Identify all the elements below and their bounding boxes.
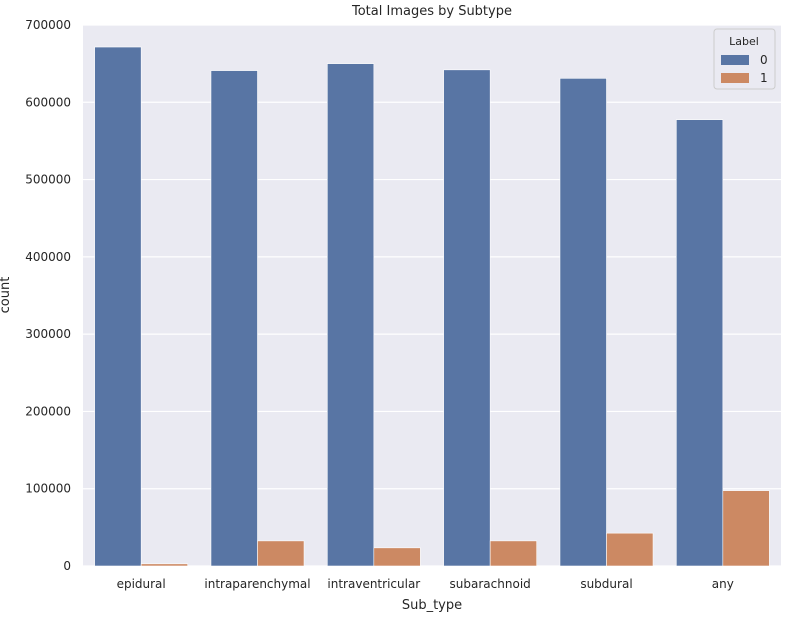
bar-subdural-label-0 (559, 78, 607, 567)
bar-subdural-label-1 (606, 532, 654, 567)
gridlines (83, 24, 781, 567)
x-tick-label: epidural (117, 577, 166, 591)
x-axis-label: Sub_type (402, 598, 462, 613)
y-tick-label: 500000 (25, 173, 71, 187)
legend-label-0: 0 (760, 53, 768, 67)
legend-swatch-0 (721, 55, 749, 65)
y-tick-label: 700000 (25, 18, 71, 32)
bar-subarachnoid-label-1 (489, 540, 537, 567)
x-tick-labels: epidural intraparenchymal intraventricular… (117, 577, 734, 591)
bar-subarachnoid-label-0 (443, 69, 491, 567)
y-tick-labels: 0 100000 200000 300000 400000 500000 600000 700… (25, 18, 71, 573)
legend-title: Label (729, 35, 759, 48)
bar-intraventricular-label-0 (326, 63, 375, 567)
plot-area (83, 25, 781, 566)
y-tick-label: 600000 (25, 95, 71, 109)
bar-epidural-label-1 (140, 563, 189, 567)
bar-epidural-label-0 (94, 46, 142, 567)
x-tick-label: any (712, 577, 734, 591)
y-tick-label: 0 (63, 559, 71, 573)
x-tick-label: intraventricular (327, 577, 420, 591)
y-axis-label: count (0, 277, 13, 314)
x-tick-label: subarachnoid (450, 577, 531, 591)
y-tick-label: 300000 (25, 327, 71, 341)
legend-swatch-1 (721, 73, 749, 83)
x-tick-label: intraparenchymal (204, 577, 310, 591)
legend: Label 0 1 (713, 28, 776, 90)
bar-intraventricular-label-1 (373, 547, 421, 567)
chart-title: Total Images by Subtype (351, 4, 512, 19)
bar-intraparenchymal-label-0 (210, 70, 258, 567)
legend-label-1: 1 (760, 71, 768, 85)
y-tick-label: 400000 (25, 250, 71, 264)
x-tick-label: subdural (580, 577, 632, 591)
bar-any-label-1 (722, 490, 770, 567)
bar-intraparenchymal-label-1 (257, 540, 305, 567)
bars (94, 46, 770, 567)
y-tick-label: 100000 (25, 482, 71, 496)
y-tick-label: 200000 (25, 404, 71, 418)
bar-any-label-0 (675, 119, 724, 567)
